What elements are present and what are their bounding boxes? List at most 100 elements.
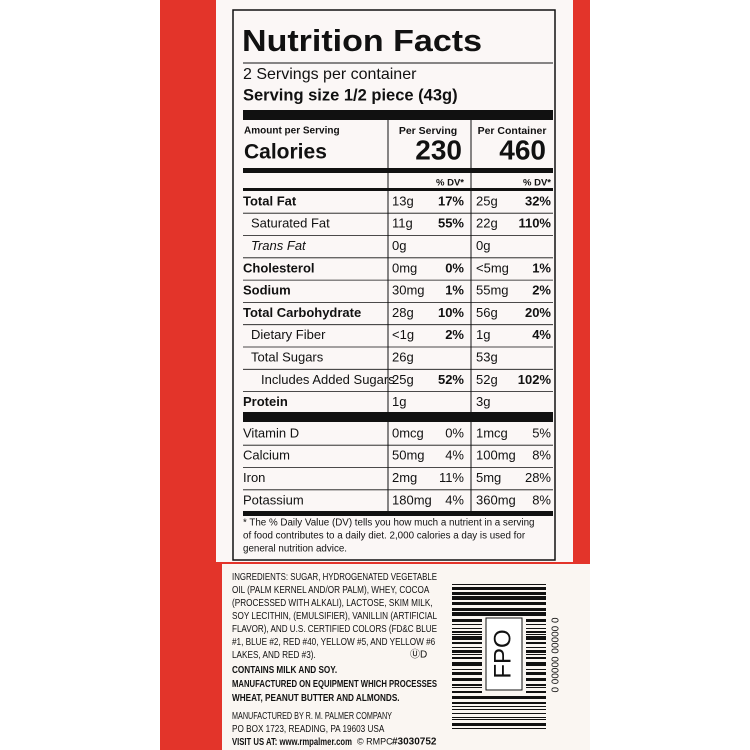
nutrient-name: Total Carbohydrate: [243, 305, 361, 320]
barcode-bar: [452, 654, 482, 655]
daily-value: 4%: [532, 327, 551, 342]
thick-rule: [243, 110, 553, 120]
daily-value: 1%: [445, 283, 464, 298]
amount: 11g: [392, 216, 413, 231]
barcode-bar: [526, 657, 546, 659]
daily-value: 110%: [518, 216, 551, 231]
barcode-bar: [452, 631, 482, 633]
footnote-line: general nutrition advice.: [243, 544, 347, 555]
barcode-bar: [526, 631, 546, 633]
barcode-bar: [452, 713, 546, 714]
amount: 2mg: [392, 470, 417, 485]
daily-value: 0%: [445, 425, 464, 440]
daily-value: 32%: [525, 193, 551, 208]
amount: 3g: [476, 394, 490, 409]
ingredient-line: INGREDIENTS: SUGAR, HYDROGENATED VEGETAB…: [232, 571, 437, 583]
nutrient-name: Total Sugars: [251, 350, 324, 365]
kosher-mark: ⓊD: [410, 649, 427, 661]
amount: 25g: [476, 193, 498, 208]
title: Nutrition Facts: [242, 23, 482, 58]
servings: 2 Servings per container: [243, 66, 417, 83]
barcode-bar: [452, 728, 546, 729]
barcode-bar: [452, 691, 482, 693]
daily-value: 11%: [439, 470, 464, 485]
nutrient-name: Sodium: [243, 283, 291, 298]
barcode-bar: [452, 587, 546, 590]
barcode-bar: [526, 684, 546, 686]
amount: 26g: [392, 350, 414, 365]
calories-value: 460: [499, 134, 546, 165]
nutrient-name: Includes Added Sugars: [261, 372, 395, 387]
amount: 30mg: [392, 283, 425, 298]
barcode-bar: [526, 650, 546, 653]
amount: 25g: [392, 372, 414, 387]
ingredient-line: PO BOX 1723, READING, PA 19603 USA: [232, 723, 384, 735]
ingredient-line: LAKES, AND RED #3).: [232, 649, 316, 661]
barcode-bar: [452, 696, 546, 699]
barcode-bar: [452, 657, 482, 659]
amount: 22g: [476, 216, 498, 231]
amount: 28g: [392, 305, 414, 320]
calories-value: 230: [415, 134, 462, 165]
nutrient-name: Potassium: [243, 492, 304, 507]
dv-header: % DV*: [523, 178, 551, 189]
daily-value: 55%: [438, 216, 464, 231]
amount: <5mg: [476, 260, 509, 275]
barcode-bar: [526, 662, 546, 666]
amount: 0mcg: [392, 425, 424, 440]
amount: 52g: [476, 372, 498, 387]
ingredients: INGREDIENTS: SUGAR, HYDROGENATED VEGETAB…: [232, 571, 437, 748]
barcode-bar: [452, 592, 546, 595]
daily-value: 8%: [532, 492, 551, 507]
ingredient-line: MANUFACTURED ON EQUIPMENT WHICH PROCESSE…: [232, 678, 437, 690]
barcode-bar: [452, 634, 482, 635]
footnote-line: * The % Daily Value (DV) tells you how m…: [243, 518, 535, 529]
amount: 0g: [476, 238, 490, 253]
daily-value: 17%: [438, 193, 464, 208]
col-header: Per Container: [478, 125, 547, 137]
ingredient-line: CONTAINS MILK AND SOY.: [232, 664, 337, 676]
copyright: © RMPC: [357, 736, 393, 746]
barcode-bar: [452, 619, 482, 622]
ingredient-line: SOY LECITHIN, (EMULSIFIER), VANILLIN (AR…: [232, 610, 437, 622]
amount: 1g: [392, 394, 406, 409]
item-code: #3030752: [392, 737, 437, 748]
fpo-box: [485, 617, 523, 691]
barcode-bar: [452, 672, 482, 675]
barcode-bar: [452, 596, 546, 600]
barcode-bar: [526, 619, 546, 622]
barcode-bar: [452, 650, 482, 653]
nutrient-name: Protein: [243, 394, 288, 409]
barcode-bar: [452, 612, 546, 616]
amount: 5mg: [476, 470, 501, 485]
amount: 1g: [476, 327, 490, 342]
barcode-bar: [526, 672, 546, 675]
nutrient-name: Trans Fat: [251, 238, 307, 253]
serving-size: Serving size 1/2 piece (43g): [243, 86, 458, 104]
barcode-bar: [452, 669, 482, 670]
footnote-line: of food contributes to a daily diet. 2,0…: [243, 531, 526, 542]
barcode-bar: [452, 584, 546, 585]
label-paper: [216, 0, 573, 562]
ingredient-line: OIL (PALM KERNEL AND/OR PALM), WHEY, COC…: [232, 584, 429, 596]
ingredient-line: #1, BLUE #2, RED #40, YELLOW #5, AND YEL…: [232, 636, 435, 648]
barcode-bar: [526, 647, 546, 648]
barcode-bar: [526, 669, 546, 670]
barcode-bar: [452, 647, 482, 648]
medium-rule: [243, 168, 553, 173]
barcode-bar: [526, 691, 546, 693]
daily-value: 0%: [445, 260, 464, 275]
nutrient-name: Calcium: [243, 448, 290, 463]
amount: <1g: [392, 327, 414, 342]
barcode-bar: [452, 602, 546, 605]
daily-value: 20%: [525, 305, 551, 320]
amount: 0g: [392, 238, 406, 253]
daily-value: 2%: [532, 283, 551, 298]
thick-rule: [243, 412, 553, 422]
amount: 56g: [476, 305, 498, 320]
barcode-label: FPO: [489, 629, 516, 678]
amount: 1mcg: [476, 425, 508, 440]
amount: 180mg: [392, 492, 432, 507]
nutrient-name: Cholesterol: [243, 260, 315, 275]
footnote: * The % Daily Value (DV) tells you how m…: [243, 518, 535, 555]
